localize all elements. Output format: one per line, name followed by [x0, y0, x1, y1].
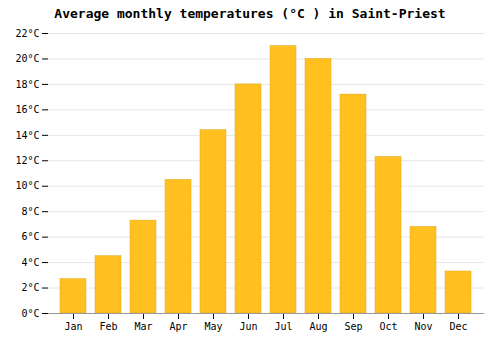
svg-text:0°C: 0°C — [21, 308, 39, 319]
svg-text:6°C: 6°C — [21, 231, 39, 242]
svg-text:4°C: 4°C — [21, 257, 39, 268]
svg-text:18°C: 18°C — [15, 79, 39, 90]
svg-text:22°C: 22°C — [15, 28, 39, 39]
svg-text:16°C: 16°C — [15, 104, 39, 115]
svg-text:Jun: Jun — [239, 321, 257, 332]
svg-text:20°C: 20°C — [15, 53, 39, 64]
svg-text:Jul: Jul — [274, 321, 292, 332]
svg-text:12°C: 12°C — [15, 155, 39, 166]
svg-text:Apr: Apr — [169, 321, 187, 332]
svg-text:Sep: Sep — [344, 321, 362, 332]
svg-text:May: May — [204, 321, 222, 332]
svg-text:14°C: 14°C — [15, 130, 39, 141]
svg-text:2°C: 2°C — [21, 282, 39, 293]
html-text:Average monthly temperatures (: Average monthly temperatures (°C ) in Sa… — [54, 6, 446, 21]
svg-text:Feb: Feb — [99, 321, 117, 332]
svg-text:Mar: Mar — [134, 321, 152, 332]
svg-text:Nov: Nov — [414, 321, 432, 332]
svg-text:Dec: Dec — [449, 321, 467, 332]
svg-text:Oct: Oct — [379, 321, 397, 332]
svg-text:10°C: 10°C — [15, 180, 39, 191]
svg-text:Aug: Aug — [309, 321, 327, 332]
svg-text:Jan: Jan — [64, 321, 82, 332]
svg-text:8°C: 8°C — [21, 206, 39, 217]
